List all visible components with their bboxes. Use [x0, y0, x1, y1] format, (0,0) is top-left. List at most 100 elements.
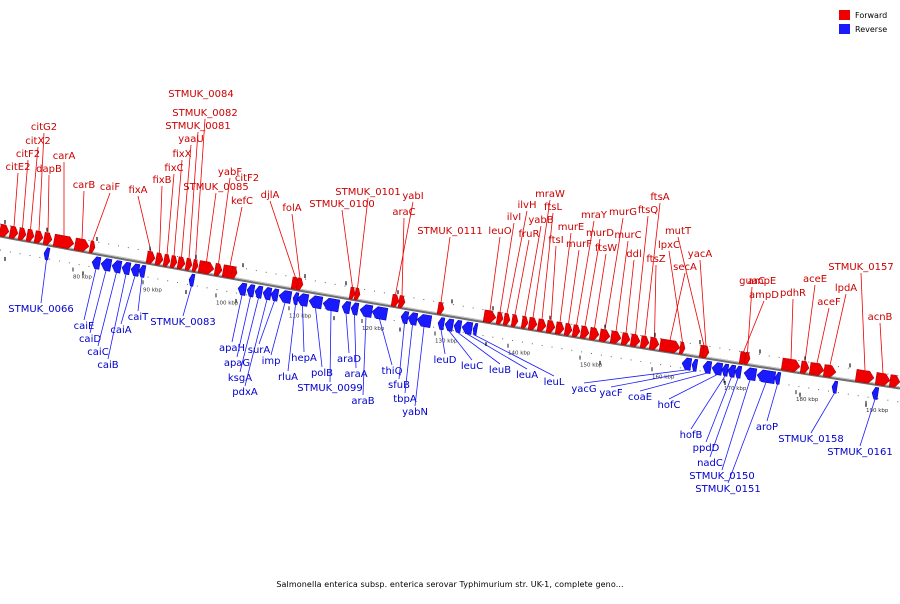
gene-sfub: [400, 311, 410, 325]
gene-arab: [359, 304, 374, 318]
gene-leader-hofb: [690, 375, 726, 430]
gene-leader-ftsl: [541, 212, 554, 320]
gene-leader-mure: [559, 232, 572, 323]
gene-leader-acee: [804, 284, 816, 362]
gene-leader-stmuk_0099: [329, 310, 332, 383]
gene-pdxa: [262, 287, 273, 301]
gene-leader-yabb: [524, 225, 542, 317]
gene-lpda: [822, 364, 837, 378]
gene-citf2: [17, 227, 27, 241]
gene-leader-lpxc: [668, 250, 683, 343]
gene-forward-unlabeled: [230, 266, 238, 279]
gene-ftsw: [588, 327, 600, 341]
gene-label-nadc: nadC: [697, 458, 723, 469]
gene-label-leuc: leuC: [461, 361, 483, 372]
gene-acnb: [874, 372, 891, 386]
gene-leader-hofc: [668, 374, 718, 400]
gene-label-djla: djlA: [261, 190, 280, 201]
gene-label-fixb: fixB: [152, 175, 171, 186]
gene-leader-thiq: [379, 318, 393, 366]
gene-murd: [579, 325, 590, 339]
gene-leud: [437, 317, 446, 331]
gene-lpxc: [678, 341, 686, 355]
scale-tick-label: 80 kbp: [73, 275, 92, 281]
gene-label-stmuk_0100: STMUK_0100: [309, 199, 374, 210]
gene-label-murg: murG: [609, 207, 637, 218]
legend-swatch-reverse: [839, 24, 850, 34]
gene-hepa: [296, 293, 310, 307]
gene-stmuk_0111: [436, 301, 445, 315]
gene-leader-ftsq: [635, 215, 649, 335]
gene-label-sura: surA: [248, 345, 271, 356]
gene-leader-stmuk_0081: [188, 131, 199, 259]
gene-leader-stmuk_0161: [859, 399, 876, 447]
gene-label-stmuk_0101: STMUK_0101: [335, 187, 400, 198]
gene-leader-ftsw: [594, 253, 607, 329]
map-caption: Salmonella enterica subsp. enterica sero…: [276, 580, 624, 589]
gene-leuo: [482, 309, 497, 324]
gene-imp: [278, 290, 293, 304]
gene-label-acnb: acnB: [868, 312, 893, 323]
gene-leader-stmuk_0150: [721, 379, 751, 471]
gene-label-hepa: hepA: [291, 353, 317, 364]
gene-stmuk_0066: [43, 247, 51, 261]
gene-ilvi: [495, 311, 504, 325]
gene-label-stmuk_0066: STMUK_0066: [8, 304, 73, 315]
gene-leader-dapb: [47, 174, 50, 233]
gene-label-polb: polB: [311, 368, 333, 379]
gene-caib: [121, 261, 132, 276]
gene-leader-lpda: [829, 293, 847, 366]
gene-label-apag: apaG: [224, 358, 250, 369]
gene-leader-ftsi: [550, 245, 557, 321]
gene-label-thiq: thiQ: [382, 366, 403, 377]
gene-label-mure: murE: [558, 222, 585, 233]
gene-ilvh: [502, 312, 511, 326]
gene-label-yaca: yacA: [688, 249, 713, 260]
gene-stmuk_0151: [756, 369, 777, 385]
gene-label-lpxc: lpxC: [658, 240, 680, 251]
gene-label-ftsw: ftsW: [595, 243, 617, 254]
gene-carb: [73, 237, 90, 252]
gene-apah: [237, 282, 248, 296]
gene-leader-murg: [604, 217, 624, 330]
gene-leader-caic: [97, 272, 117, 347]
gene-ddl: [620, 332, 631, 346]
gene-label-citf2: citF2: [235, 173, 259, 184]
scale-tick-label: 90 kbp: [143, 287, 162, 293]
gene-yaau: [176, 256, 186, 270]
gene-leader-arop: [766, 384, 778, 422]
gene-stmuk_0157: [854, 369, 875, 384]
gene-leader-stmuk_0085: [206, 192, 217, 262]
gene-caia: [130, 263, 141, 277]
legend-item-forward: Forward: [839, 9, 887, 21]
gene-leader-apah: [231, 294, 243, 343]
gene-label-frur: fruR: [519, 229, 540, 240]
gene-label-caic: caiC: [87, 347, 108, 358]
gene-leader-leul: [474, 334, 555, 377]
gene-leader-caif: [92, 192, 111, 242]
gene-mure: [554, 321, 565, 335]
gene-ksga: [254, 285, 264, 299]
gene-label-ppdd: ppdD: [693, 443, 720, 454]
gene-leader-djla: [269, 200, 296, 278]
gene-leader-frur: [514, 239, 530, 315]
gene-ftsz: [648, 336, 660, 350]
gene-label-rlua: rluA: [278, 372, 298, 383]
gene-label-lpda: lpdA: [835, 283, 857, 294]
scale-tick-label: 110 kbp: [289, 313, 312, 319]
gene-arop: [774, 371, 782, 385]
gene-citg2: [33, 230, 44, 244]
gene-label-caif: caiF: [100, 182, 120, 193]
gene-cait: [138, 264, 147, 278]
gene-leader-fixa: [137, 195, 152, 252]
gene-label-leub: leuB: [489, 365, 511, 376]
gene-stmuk_0150: [743, 367, 758, 382]
gene-label-kefc: kefC: [231, 196, 253, 207]
gene-leader-murc: [615, 240, 629, 332]
gene-label-ksga: ksgA: [228, 373, 252, 384]
gene-leader-guac: [747, 286, 753, 353]
gene-leader-sura: [258, 300, 275, 345]
gene-label-caid: caiD: [79, 334, 101, 345]
